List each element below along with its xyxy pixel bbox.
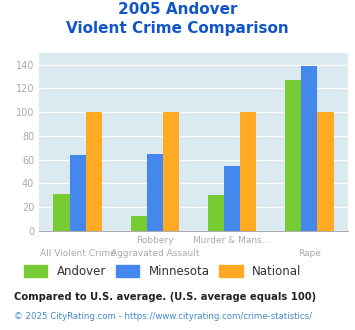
Text: © 2025 CityRating.com - https://www.cityrating.com/crime-statistics/: © 2025 CityRating.com - https://www.city…	[14, 312, 312, 321]
Bar	[70, 155, 86, 231]
Text: All Violent Crime: All Violent Crime	[40, 249, 115, 258]
Bar	[163, 112, 179, 231]
Text: Rape: Rape	[298, 249, 321, 258]
Text: Violent Crime Comparison: Violent Crime Comparison	[66, 21, 289, 36]
Bar	[317, 112, 334, 231]
Text: Compared to U.S. average. (U.S. average equals 100): Compared to U.S. average. (U.S. average …	[14, 292, 316, 302]
Bar	[301, 66, 317, 231]
Legend: Andover, Minnesota, National: Andover, Minnesota, National	[24, 265, 301, 278]
Bar	[285, 80, 301, 231]
Bar	[240, 112, 256, 231]
Bar	[86, 112, 102, 231]
Bar	[53, 194, 70, 231]
Text: Aggravated Assault: Aggravated Assault	[111, 249, 199, 258]
Bar	[147, 154, 163, 231]
Text: 2005 Andover: 2005 Andover	[118, 2, 237, 16]
Bar	[131, 215, 147, 231]
Bar	[208, 195, 224, 231]
Text: Robbery: Robbery	[136, 236, 174, 245]
Bar	[224, 166, 240, 231]
Text: Murder & Mans...: Murder & Mans...	[193, 236, 271, 245]
